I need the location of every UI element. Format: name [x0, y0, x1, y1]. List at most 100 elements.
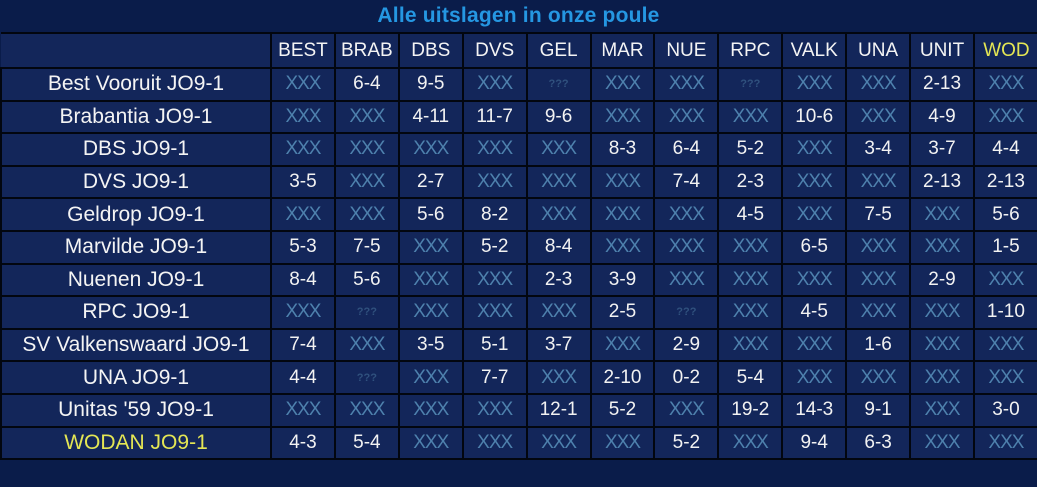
result-cell: XXX — [589, 229, 656, 265]
result-cell: XXX — [397, 132, 464, 167]
result-cell: 4-9 — [909, 99, 975, 135]
column-header-dbs: DBS — [397, 32, 464, 69]
result-cell: XXX — [589, 327, 656, 363]
result-cell: XXX — [845, 229, 912, 265]
result-cell: 5-2 — [653, 425, 720, 461]
team-name-cell: Best Vooruit JO9-1 — [0, 67, 272, 102]
result-cell: XXX — [653, 197, 720, 232]
result-cell: 7-4 — [653, 164, 720, 200]
result-cell: XXX — [909, 425, 975, 461]
result-cell: XXX — [525, 164, 592, 200]
column-header-rpc: RPC — [717, 32, 784, 69]
result-cell: 1-10 — [972, 295, 1037, 330]
table-row: UNA JO9-1 4-4??? XXX 7-7 XXX 2-10 0-2 5-4 XXX XXX… — [0, 360, 1037, 395]
result-cell: 5-4 — [717, 360, 784, 395]
result-cell: XXX — [909, 327, 975, 363]
result-cell: XXX — [333, 132, 400, 167]
team-name-cell: SV Valkenswaard JO9-1 — [0, 327, 272, 363]
column-header-wod: WOD — [972, 32, 1037, 69]
table-row: DVS JO9-1 3-5 XXX 2-7 XXX XXX XXX 7-4 2-3 XXX XXX 2… — [0, 164, 1037, 200]
result-cell: XXX — [589, 67, 656, 102]
result-cell: 5-4 — [333, 425, 400, 461]
result-cell: XXX — [270, 99, 336, 135]
result-cell: XXX — [717, 295, 784, 330]
team-name-cell: Unitas '59 JO9-1 — [0, 392, 272, 428]
result-cell: XXX — [845, 99, 912, 135]
result-cell: XXX — [972, 262, 1037, 298]
result-cell: XXX — [909, 295, 975, 330]
result-cell: 2-9 — [653, 327, 720, 363]
table-row: Nuenen JO9-1 8-4 5-6 XXX XXX 2-3 3-9 XXX XXX XXX X… — [0, 262, 1037, 298]
result-cell: XXX — [781, 67, 848, 102]
result-cell: XXX — [397, 229, 464, 265]
result-cell: 11-7 — [461, 99, 528, 135]
column-header-dvs: DVS — [461, 32, 528, 69]
result-cell: XXX — [781, 360, 848, 395]
header-row: BEST BRAB DBS DVS GEL MAR NUE RPC VALK UNA UNIT WOD — [1, 32, 1037, 69]
result-cell: XXX — [270, 132, 336, 167]
result-cell: XXX — [972, 360, 1037, 395]
result-cell: 6-4 — [333, 67, 400, 102]
result-cell: XXX — [270, 67, 336, 102]
result-cell: XXX — [909, 360, 975, 395]
team-name-cell: Marvilde JO9-1 — [0, 229, 272, 265]
column-header-nue: NUE — [653, 32, 720, 69]
result-cell: XXX — [653, 67, 720, 102]
column-header-brab: BRAB — [333, 32, 400, 69]
result-cell: XXX — [972, 327, 1037, 363]
result-cell: 12-1 — [525, 392, 592, 428]
result-cell: 2-9 — [909, 262, 975, 298]
result-cell: 2-7 — [397, 164, 464, 200]
result-cell: 3-7 — [909, 132, 975, 167]
result-cell: XXX — [270, 392, 336, 428]
table-row: WODAN JO9-1 4-3 5-4 XXX XXX XXX XXX 5-2 XXX 9-4 6-… — [0, 425, 1037, 461]
result-cell: 5-6 — [397, 197, 464, 232]
table-row: Brabantia JO9-1 XXX XXX 4-11 11-7 9-6 XXX XXX XX… — [0, 99, 1037, 135]
result-cell: XXX — [653, 229, 720, 265]
result-cell: XXX — [717, 229, 784, 265]
table-row: DBS JO9-1 XXX XXX XXX XXX XXX 8-3 6-4 5-2 XXX 3-4 3… — [0, 132, 1037, 167]
result-cell: XXX — [397, 295, 464, 330]
result-cell: XXX — [845, 295, 912, 330]
result-cell: 4-5 — [717, 197, 784, 232]
result-cell: XXX — [845, 67, 912, 102]
result-cell: 3-5 — [397, 327, 464, 363]
result-cell: XXX — [333, 327, 400, 363]
result-cell: XXX — [333, 392, 400, 428]
result-cell: XXX — [589, 197, 656, 232]
result-cell: 6-5 — [781, 229, 848, 265]
result-cell: XXX — [653, 392, 720, 428]
result-cell: 1-6 — [845, 327, 912, 363]
result-cell: 2-13 — [909, 67, 975, 102]
result-cell: XXX — [589, 164, 656, 200]
result-cell: XXX — [525, 425, 592, 461]
table-row: Best Vooruit JO9-1 XXX 6-4 9-5 XXX??? XXX XXX?… — [0, 67, 1037, 102]
result-cell: XXX — [972, 425, 1037, 461]
column-header-valk: VALK — [781, 32, 848, 69]
result-cell: 19-2 — [717, 392, 784, 428]
result-cell: XXX — [909, 229, 975, 265]
result-cell: XXX — [653, 262, 720, 298]
result-cell: XXX — [397, 392, 464, 428]
result-cell: XXX — [333, 197, 400, 232]
table-row: SV Valkenswaard JO9-1 7-4 XXX 3-5 5-1 3-7 XXX 2… — [0, 327, 1037, 363]
team-name-cell: Nuenen JO9-1 — [0, 262, 272, 298]
result-cell: 6-4 — [653, 132, 720, 167]
column-header-mar: MAR — [589, 32, 656, 69]
result-cell: 4-5 — [781, 295, 848, 330]
result-cell: 5-6 — [972, 197, 1037, 232]
corner-cell — [1, 32, 272, 69]
result-cell: XXX — [525, 197, 592, 232]
column-header-unit: UNIT — [909, 32, 975, 69]
page-title: Alle uitslagen in onze poule — [377, 4, 660, 27]
result-cell: 8-2 — [461, 197, 528, 232]
result-cell: XXX — [717, 99, 784, 135]
result-cell: 3-9 — [589, 262, 656, 298]
table-row: Geldrop JO9-1 XXX XXX 5-6 8-2 XXX XXX XXX 4-5 XXX… — [0, 197, 1037, 232]
result-cell: ??? — [525, 67, 592, 102]
result-cell: XXX — [461, 132, 528, 167]
result-cell: XXX — [845, 164, 912, 200]
result-cell: 2-5 — [589, 295, 656, 330]
team-name-cell: UNA JO9-1 — [0, 360, 272, 395]
table-row: Marvilde JO9-1 5-3 7-5 XXX 5-2 8-4 XXX XXX XXX 6-… — [0, 229, 1037, 265]
